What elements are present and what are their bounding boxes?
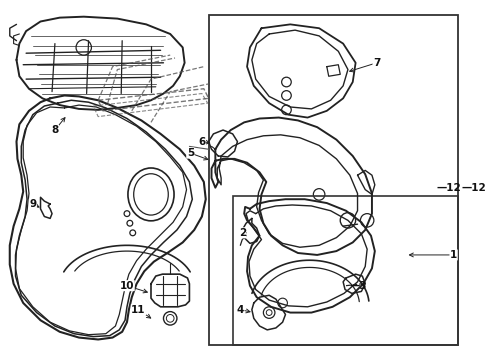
- Text: 9: 9: [29, 199, 36, 209]
- Text: 4: 4: [236, 305, 244, 315]
- Text: 10: 10: [120, 281, 134, 291]
- Text: 6: 6: [198, 136, 205, 147]
- Bar: [208, 15, 457, 345]
- Text: 8: 8: [51, 125, 59, 135]
- Text: —12: —12: [460, 183, 485, 193]
- Text: 5: 5: [186, 148, 194, 158]
- Text: —3: —3: [349, 281, 366, 291]
- Bar: [232, 196, 457, 345]
- Text: 2: 2: [238, 228, 245, 238]
- Text: 7: 7: [372, 58, 380, 68]
- Text: 11: 11: [131, 305, 145, 315]
- Text: —12: —12: [436, 183, 460, 193]
- Text: 1: 1: [449, 250, 456, 260]
